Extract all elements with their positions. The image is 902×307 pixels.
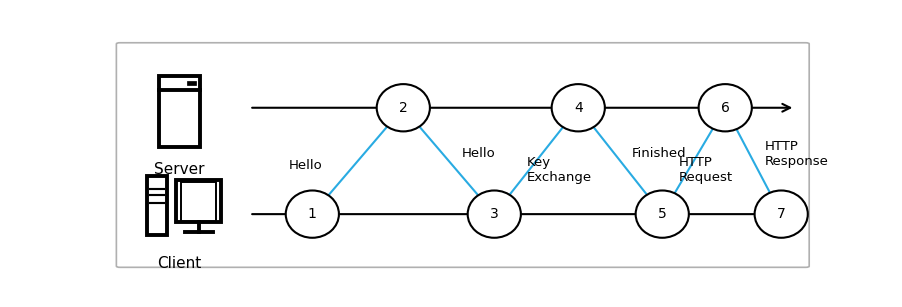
Text: 3: 3 — [490, 207, 498, 221]
Ellipse shape — [635, 190, 688, 238]
Text: HTTP
Response: HTTP Response — [764, 140, 828, 168]
Ellipse shape — [754, 190, 807, 238]
Text: Finished: Finished — [631, 147, 686, 160]
Text: Server: Server — [154, 162, 205, 177]
Text: 5: 5 — [658, 207, 666, 221]
Bar — [147, 176, 167, 235]
Text: 2: 2 — [399, 101, 407, 115]
Ellipse shape — [698, 84, 751, 131]
Bar — [180, 181, 216, 221]
Ellipse shape — [551, 84, 604, 131]
Text: HTTP
Request: HTTP Request — [677, 156, 732, 185]
Text: 1: 1 — [308, 207, 317, 221]
Bar — [159, 76, 199, 147]
FancyBboxPatch shape — [116, 43, 808, 267]
Bar — [176, 180, 221, 222]
Text: Hello: Hello — [461, 147, 494, 160]
Text: 6: 6 — [720, 101, 729, 115]
Bar — [189, 82, 195, 84]
Text: Key
Exchange: Key Exchange — [527, 156, 592, 185]
Ellipse shape — [467, 190, 520, 238]
Text: Hello: Hello — [289, 159, 323, 172]
Ellipse shape — [376, 84, 429, 131]
Ellipse shape — [285, 190, 338, 238]
Text: 4: 4 — [574, 101, 582, 115]
Text: Client: Client — [157, 255, 201, 270]
Text: 7: 7 — [776, 207, 785, 221]
